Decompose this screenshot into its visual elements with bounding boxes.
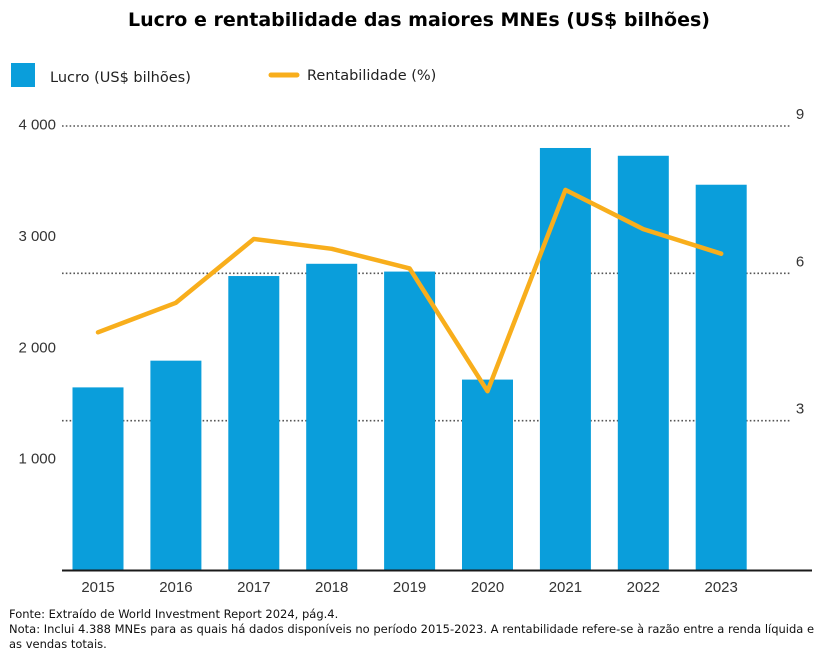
bar: [384, 271, 436, 570]
bar: [228, 276, 280, 570]
bar: [617, 155, 669, 570]
x-tick-label: 2019: [393, 579, 426, 596]
y-right-tick-label: 9: [796, 106, 804, 123]
series-line-rentabilidade: [95, 187, 724, 394]
chart: Lucro (US$ bilhões) Rentabilidade (%) 1 …: [11, 63, 812, 596]
legend: Lucro (US$ bilhões) Rentabilidade (%): [11, 63, 436, 87]
x-axis: 2015 2016 2017 2018 2019 2020 2021 2022 2023: [81, 579, 738, 596]
y-left-tick-label: 4 000: [18, 117, 56, 134]
notes: Fonte: Extraído de World Investment Repo…: [9, 607, 829, 652]
y-left-tick-label: 2 000: [18, 339, 56, 356]
footnote: Nota: Inclui 4.388 MNEs para as quais há…: [9, 622, 815, 651]
x-tick-label: 2015: [81, 579, 114, 596]
bar: [306, 263, 358, 570]
chart-title: Lucro e rentabilidade das maiores MNEs (…: [128, 9, 710, 31]
y-right-tick-label: 6: [796, 253, 804, 270]
legend-bar-swatch: [11, 63, 35, 87]
profitability-line: [95, 187, 724, 394]
y-axis-left: 1 000 2 000 3 000 4 000: [18, 117, 56, 468]
bar: [462, 379, 513, 570]
x-tick-label: 2023: [705, 579, 738, 596]
x-tick-label: 2020: [471, 579, 504, 596]
x-tick-label: 2018: [315, 579, 348, 596]
source-note: Fonte: Extraído de World Investment Repo…: [9, 607, 339, 621]
bar: [695, 184, 747, 570]
x-tick-label: 2017: [237, 579, 270, 596]
y-left-tick-label: 3 000: [18, 228, 56, 245]
y-axis-right: 3 6 9: [796, 106, 804, 418]
x-tick-label: 2022: [627, 579, 660, 596]
y-left-tick-label: 1 000: [18, 451, 56, 468]
bars: [72, 147, 747, 570]
bar: [539, 147, 591, 570]
bar: [72, 387, 124, 570]
legend-label-rentabilidade: Rentabilidade (%): [307, 68, 436, 84]
x-tick-label: 2016: [159, 579, 192, 596]
x-tick-label: 2021: [549, 579, 582, 596]
legend-label-lucro: Lucro (US$ bilhões): [50, 70, 191, 86]
bar: [150, 360, 202, 570]
y-right-tick-label: 3: [796, 401, 804, 418]
